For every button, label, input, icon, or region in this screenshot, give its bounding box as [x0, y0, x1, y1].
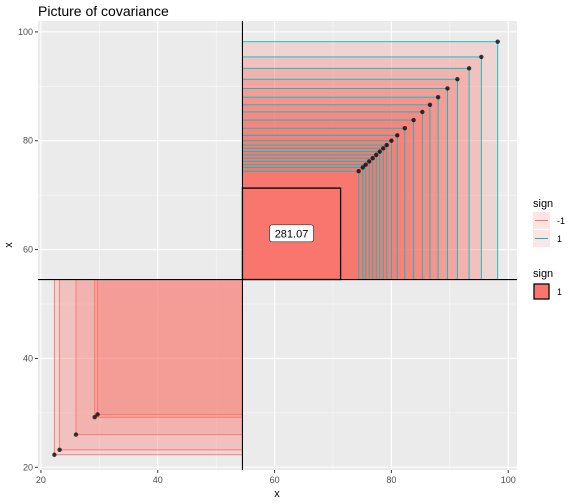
legend-fill-label-0: 1	[557, 287, 562, 297]
data-point-14	[389, 138, 394, 143]
legend-line-label-0: -1	[557, 216, 565, 226]
x-tick-label-1: 40	[153, 475, 163, 485]
data-point-21	[445, 86, 450, 91]
plot-panel: 281.07	[38, 21, 517, 470]
data-point-10	[374, 152, 379, 158]
covariance-rect-15	[94, 279, 243, 418]
mean-box-label-bg	[269, 224, 314, 243]
covariance-rect-11	[75, 279, 243, 436]
legend-fill-title: sign	[533, 268, 553, 280]
x-axis-ticks: 20 40 60 80 100	[36, 470, 516, 485]
y-tick-label-0: 20	[23, 462, 33, 472]
data-point-11	[377, 149, 382, 154]
x-tick-label-4: 100	[501, 475, 516, 485]
data-point-2	[73, 432, 79, 437]
x-tick-label-3: 80	[386, 475, 396, 485]
data-point-5	[356, 169, 361, 174]
data-point-1	[57, 447, 62, 453]
data-point-22	[455, 77, 460, 82]
data-point-16	[402, 126, 408, 131]
x-tick-label-0: 20	[36, 475, 46, 485]
y-axis-title: x	[3, 242, 15, 248]
mean-box-group: 281.07	[241, 187, 342, 281]
y-tick-label-3: 80	[23, 136, 33, 146]
data-point-17	[411, 117, 416, 123]
mean-box-label: 281.07	[275, 228, 309, 240]
legend-sign-line: sign -1 1	[533, 198, 565, 247]
y-tick-label-1: 40	[23, 353, 33, 363]
chart-title: Picture of covariance	[38, 3, 169, 19]
data-point-24	[479, 54, 484, 60]
data-point-25	[495, 39, 500, 44]
y-axis-ticks: 20 40 60 80 100	[18, 27, 38, 472]
legend-fill-swatch-0	[533, 283, 550, 300]
data-point-15	[395, 133, 400, 138]
data-point-18	[420, 109, 425, 115]
data-point-8	[367, 159, 372, 164]
data-point-13	[384, 142, 389, 148]
data-point-20	[435, 94, 441, 100]
data-point-7	[363, 162, 368, 167]
data-point-4	[95, 412, 100, 417]
covariance-rect-8	[59, 279, 243, 451]
data-point-0	[52, 452, 57, 457]
data-point-19	[427, 102, 433, 108]
legend-line-title: sign	[533, 198, 553, 210]
data-point-23	[466, 66, 472, 71]
data-point-6	[360, 165, 365, 170]
x-tick-label-2: 60	[270, 475, 280, 485]
legend-sign-fill: sign 1	[533, 268, 562, 300]
data-point-12	[381, 146, 386, 151]
covariance-rect-16	[97, 279, 243, 415]
data-point-9	[370, 155, 375, 161]
x-axis-title: x	[274, 488, 280, 500]
y-tick-label-4: 100	[18, 27, 33, 37]
data-points	[52, 39, 500, 457]
legend-line-label-1: 1	[557, 234, 562, 244]
data-point-3	[92, 415, 97, 420]
y-tick-label-2: 60	[23, 245, 33, 255]
